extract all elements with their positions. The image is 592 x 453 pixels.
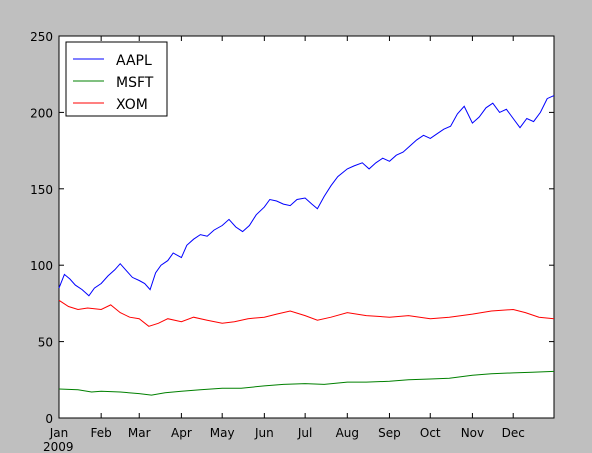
legend-label-aapl: AAPL bbox=[116, 53, 152, 69]
y-tick-label: 250 bbox=[30, 30, 53, 44]
y-tick-label: 100 bbox=[30, 259, 53, 273]
x-axis-ticks: Jan Feb Mar Apr May Jun Jul Aug Sep Oct Nov Dec bbox=[49, 36, 525, 440]
x-tick-label: Apr bbox=[171, 426, 192, 440]
x-tick-label: Dec bbox=[502, 426, 525, 440]
legend-box bbox=[65, 41, 168, 117]
legend-label-msft: MSFT bbox=[116, 75, 154, 91]
x-tick-label: Mar bbox=[128, 426, 151, 440]
y-axis-ticks: 0 50 100 150 200 250 bbox=[30, 30, 554, 426]
legend: AAPL MSFT XOM bbox=[65, 41, 168, 117]
x-axis-year-label: 2009 bbox=[43, 440, 74, 453]
x-tick-label: Jul bbox=[297, 426, 312, 440]
y-tick-label: 50 bbox=[38, 336, 53, 350]
series-line-xom bbox=[58, 299, 555, 327]
x-tick-label: Aug bbox=[336, 426, 359, 440]
x-tick-label: Jan bbox=[49, 426, 69, 440]
y-tick-label: 0 bbox=[45, 412, 53, 426]
x-tick-label: Nov bbox=[461, 426, 484, 440]
series-line-aapl bbox=[58, 95, 555, 297]
x-tick-label: May bbox=[210, 426, 235, 440]
x-tick-label: Feb bbox=[91, 426, 112, 440]
series-line-msft bbox=[58, 370, 555, 396]
y-tick-label: 150 bbox=[30, 183, 53, 197]
x-tick-label: Oct bbox=[420, 426, 441, 440]
y-tick-label: 200 bbox=[30, 106, 53, 120]
series-layer bbox=[58, 95, 555, 396]
x-tick-label: Jun bbox=[254, 426, 274, 440]
legend-label-xom: XOM bbox=[116, 97, 148, 113]
x-tick-label: Sep bbox=[378, 426, 401, 440]
